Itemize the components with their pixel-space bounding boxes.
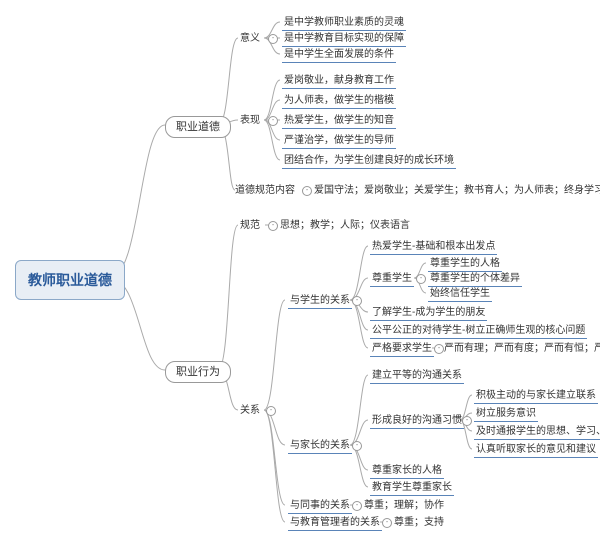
colleague-text: 尊重；理解；协作 xyxy=(364,499,444,512)
expression-node[interactable]: 表现 xyxy=(240,114,260,127)
love-leaf: 热爱学生-基础和根本出发点 xyxy=(370,240,497,255)
expander-icon[interactable]: - xyxy=(268,221,278,231)
ethics-node[interactable]: 职业道德 xyxy=(165,116,231,138)
parent-rel-node[interactable]: 与家长的关系 xyxy=(288,439,352,454)
norms-text: 爱国守法；爱岗敬业；关爱学生；教书育人；为人师表；终身学习 xyxy=(314,184,600,197)
norms-node[interactable]: 道德规范内容 xyxy=(235,184,295,197)
root-node[interactable]: 教师职业道德 xyxy=(15,260,125,300)
habit-item: 积极主动的与家长建立联系 xyxy=(474,389,598,404)
expr-item: 热爱学生，做学生的知音 xyxy=(282,114,396,129)
parent-resp-leaf: 尊重家长的人格 xyxy=(370,464,444,479)
habit-item: 认真听取家长的意见和建议 xyxy=(474,443,598,458)
strict-text: 严而有理；严而有度；严而有恒；严而有方 xyxy=(444,342,600,355)
expander-icon[interactable]: - xyxy=(416,274,426,284)
admin-node[interactable]: 与教育管理者的关系 xyxy=(288,516,382,531)
beh-norms-text: 思想；教学；人际；仪表语言 xyxy=(280,219,410,232)
expander-icon[interactable]: - xyxy=(268,116,278,126)
meaning-item: 是中学教育目标实现的保障 xyxy=(282,32,406,47)
expander-icon[interactable]: - xyxy=(434,344,444,354)
expr-item: 爱岗敬业，献身教育工作 xyxy=(282,74,396,89)
meaning-node[interactable]: 意义 xyxy=(240,32,260,45)
beh-norms-node[interactable]: 规范 xyxy=(240,219,260,232)
expr-item: 严谨治学，做学生的导师 xyxy=(282,134,396,149)
habit-item: 树立服务意识 xyxy=(474,407,538,422)
parent-edu-leaf: 教育学生尊重家长 xyxy=(370,481,454,496)
meaning-item: 是中学教师职业素质的灵魂 xyxy=(282,16,406,31)
expander-icon[interactable]: - xyxy=(382,518,392,528)
expander-icon[interactable]: - xyxy=(268,34,278,44)
mindmap-canvas: 教师职业道德 职业道德 职业行为 意义 - 是中学教师职业素质的灵魂 是中学教育… xyxy=(10,10,590,535)
meaning-item: 是中学生全面发展的条件 xyxy=(282,48,396,63)
expander-icon[interactable]: - xyxy=(352,296,362,306)
equal-leaf: 建立平等的沟通关系 xyxy=(370,369,464,384)
colleague-node[interactable]: 与同事的关系 xyxy=(288,499,352,514)
expander-icon[interactable]: - xyxy=(352,441,362,451)
habit-node[interactable]: 形成良好的沟通习惯 xyxy=(370,414,464,429)
student-rel-node[interactable]: 与学生的关系 xyxy=(288,294,352,309)
relations-node[interactable]: 关系 xyxy=(240,404,260,417)
expr-item: 为人师表，做学生的楷模 xyxy=(282,94,396,109)
expander-icon[interactable]: - xyxy=(462,416,472,426)
respect-node[interactable]: 尊重学生 xyxy=(370,272,414,287)
admin-text: 尊重；支持 xyxy=(394,516,444,529)
know-leaf: 了解学生-成为学生的朋友 xyxy=(370,306,487,321)
expander-icon[interactable]: - xyxy=(352,501,362,511)
behavior-node[interactable]: 职业行为 xyxy=(165,361,231,383)
expander-icon[interactable]: - xyxy=(302,186,312,196)
respect-item: 始终信任学生 xyxy=(428,287,492,302)
fair-leaf: 公平公正的对待学生-树立正确师生观的核心问题 xyxy=(370,324,587,339)
respect-item: 尊重学生的个体差异 xyxy=(428,272,522,287)
expander-icon[interactable]: - xyxy=(266,406,276,416)
strict-node[interactable]: 严格要求学生 xyxy=(370,342,434,357)
habit-item: 及时通报学生的思想、学习、生活动态 xyxy=(474,425,600,440)
respect-item: 尊重学生的人格 xyxy=(428,257,502,272)
expr-item: 团结合作，为学生创建良好的成长环境 xyxy=(282,154,456,169)
